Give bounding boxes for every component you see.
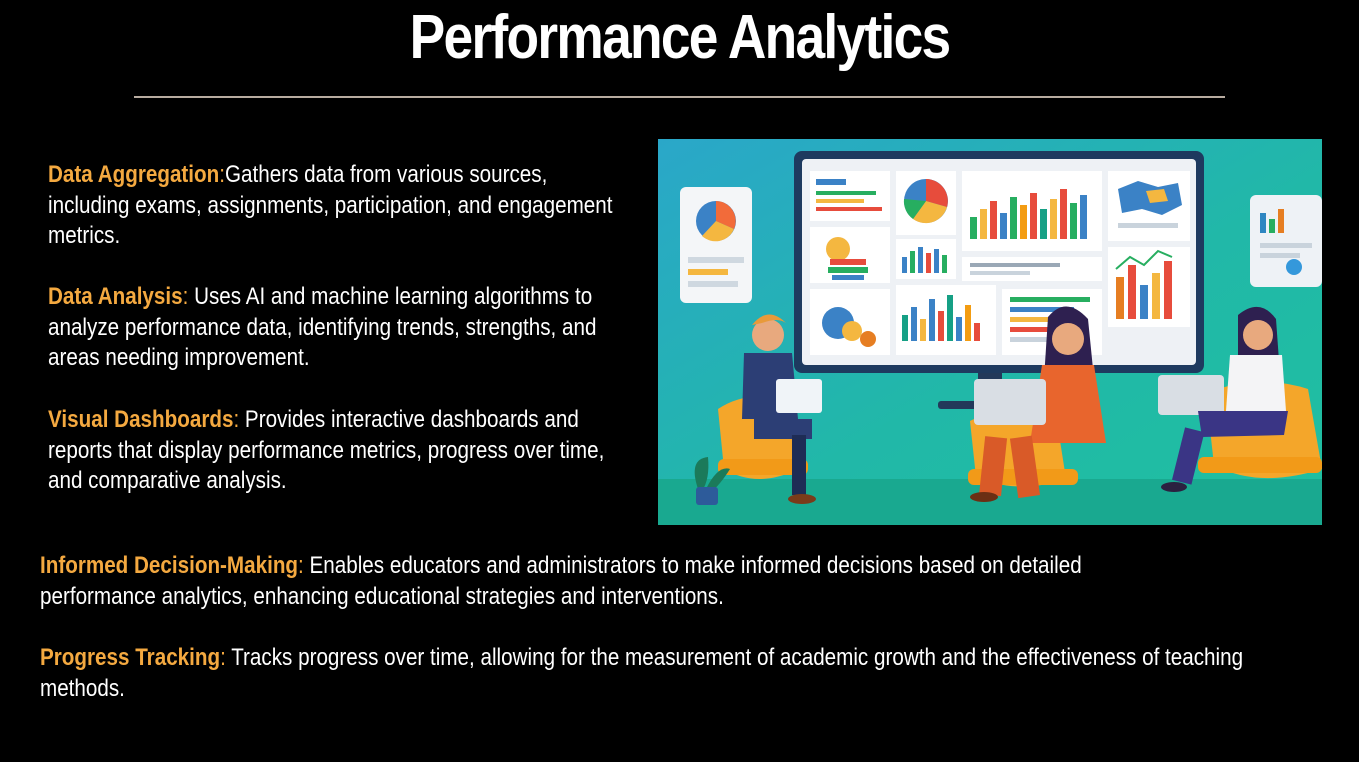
section-separator: :	[233, 406, 240, 433]
analytics-team-illustration	[658, 139, 1322, 525]
slide-title: Performance Analytics	[409, 3, 952, 72]
section-separator: :	[219, 161, 225, 188]
section-separator: :	[298, 552, 304, 579]
person-right	[1158, 306, 1288, 492]
section-text: Gathers data from various sources, inclu…	[48, 161, 613, 249]
section-data-aggregation: Data Aggregation:Gathers data from vario…	[48, 160, 616, 252]
right-report-card	[1250, 195, 1322, 287]
section-separator: :	[220, 644, 226, 671]
section-term: Informed Decision-Making	[40, 552, 299, 579]
section-text: Uses AI and machine learning algorithms …	[48, 283, 597, 371]
left-report-card	[680, 187, 752, 303]
section-term: Data Analysis	[48, 283, 183, 310]
section-text: Provides interactive dashboards and repo…	[48, 406, 605, 494]
section-term: Data Aggregation	[48, 161, 220, 188]
section-data-analysis: Data Analysis: Uses AI and machine learn…	[48, 282, 650, 374]
section-term: Visual Dashboards	[48, 406, 234, 433]
section-text: Enables educators and administrators to …	[40, 552, 1082, 610]
dashboard-monitor	[794, 151, 1204, 409]
section-progress-tracking: Progress Tracking: Tracks progress over …	[40, 643, 1278, 704]
section-visual-dashboards: Visual Dashboards: Provides interactive …	[48, 405, 633, 497]
section-informed-decision-making: Informed Decision-Making: Enables educat…	[40, 551, 1192, 612]
plant	[694, 457, 730, 505]
title-divider	[134, 96, 1225, 98]
person-middle	[970, 306, 1106, 502]
section-separator: :	[182, 283, 189, 310]
section-text: Tracks progress over time, allowing for …	[40, 644, 1244, 702]
section-term: Progress Tracking	[40, 644, 221, 671]
person-left	[742, 314, 822, 504]
